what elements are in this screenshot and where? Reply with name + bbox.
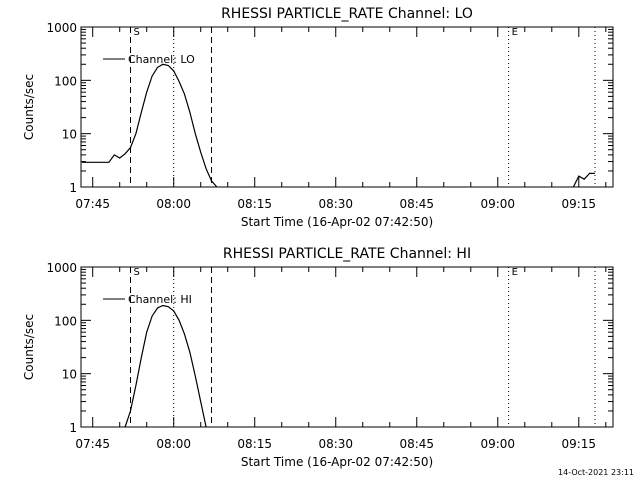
x-tick-label: 08:45 (399, 437, 434, 451)
y-tick-label: 100 (54, 314, 77, 328)
x-tick-label: 08:00 (156, 197, 191, 211)
x-tick-label: 08:30 (318, 437, 353, 451)
x-tick-label: 09:15 (561, 437, 596, 451)
y-tick-label: 1 (69, 421, 77, 435)
x-tick-label: 08:00 (156, 437, 191, 451)
y-tick-label: 1 (69, 181, 77, 195)
x-tick-label: 08:45 (399, 197, 434, 211)
marker-label-e: E (512, 27, 518, 38)
series-line-1 (125, 306, 206, 428)
x-tick-label: 07:45 (75, 197, 110, 211)
marker-label-s: S (134, 27, 140, 38)
x-tick-label: 09:15 (561, 197, 596, 211)
marker-label-s: S (134, 267, 140, 278)
x-tick-label: 08:30 (318, 197, 353, 211)
y-tick-label: 1000 (46, 21, 77, 35)
plot-frame (81, 27, 613, 187)
plot-frame (81, 267, 613, 427)
y-axis-label: Counts/sec (22, 74, 36, 140)
chart-panel-2: RHESSI PARTICLE_RATE Channel: HI Counts/s… (22, 246, 613, 469)
x-tick-label: 08:15 (237, 437, 272, 451)
y-tick-label: 1000 (46, 261, 77, 275)
chart-title: RHESSI PARTICLE_RATE Channel: LO (221, 6, 473, 22)
legend-label: Channel: LO (128, 53, 195, 66)
x-tick-label: 09:00 (480, 197, 515, 211)
chart-title: RHESSI PARTICLE_RATE Channel: HI (223, 246, 471, 262)
y-tick-label: 10 (62, 128, 77, 142)
y-tick-label: 10 (62, 368, 77, 382)
x-axis-label: Start Time (16-Apr-02 07:42:50) (241, 455, 433, 469)
chart-panel-1: RHESSI PARTICLE_RATE Channel: LO Counts/s… (22, 6, 613, 229)
series-line-1 (82, 64, 595, 187)
x-tick-label: 09:00 (480, 437, 515, 451)
x-axis-label: Start Time (16-Apr-02 07:42:50) (241, 215, 433, 229)
x-tick-label: 07:45 (75, 437, 110, 451)
footer-timestamp: 14-Oct-2021 23:11 (558, 468, 634, 477)
legend-label: Channel: HI (128, 293, 192, 306)
y-axis-label: Counts/sec (22, 314, 36, 380)
y-tick-label: 100 (54, 74, 77, 88)
marker-label-e: E (512, 267, 518, 278)
x-tick-label: 08:15 (237, 197, 272, 211)
